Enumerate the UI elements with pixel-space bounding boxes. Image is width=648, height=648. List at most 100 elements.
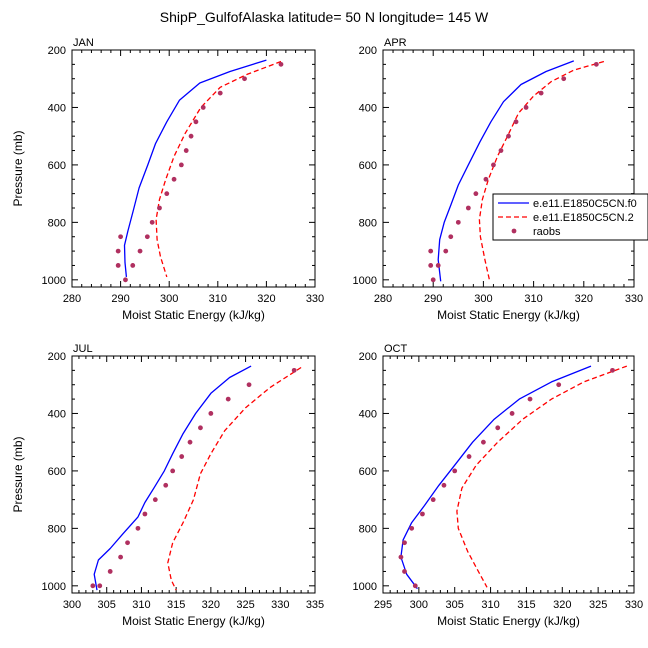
raobs-point [523,105,529,110]
raobs-point [441,482,447,488]
raobs-point [473,191,479,197]
y-tick-label: 600 [359,160,377,172]
x-tick-label: 305 [98,599,116,611]
y-tick-label: 1000 [353,581,377,593]
y-tick-label: 1000 [353,275,377,287]
raobs-point [483,176,489,182]
raobs-point [538,90,544,96]
raobs-point [115,248,121,254]
raobs-point [137,248,143,254]
panel-label: APR [384,37,407,49]
raobs-point [188,133,194,139]
raobs-point [430,277,436,283]
raobs-point [208,411,214,416]
raobs-point [466,454,472,459]
raobs-point [157,205,162,211]
y-tick-label: 1000 [42,275,66,287]
panel-jan: JAN 280 290 300 310 320 330 200 400 600 800 1000 Moi… [11,37,324,322]
panel-jul: JUL 300 305 310 315 320 325 330 335 200 400 600 800 1… [11,343,324,628]
raobs-point [402,540,407,546]
raobs-point [115,263,121,268]
raobs-series [90,367,297,589]
plot-frame [382,49,635,288]
raobs-point [491,162,496,168]
x-tick-label: 335 [306,599,324,611]
x-tick-label: 295 [374,599,392,611]
y-tick-label: 400 [48,102,66,114]
raobs-point [465,205,471,211]
raobs-point [130,263,136,268]
raobs-point [506,133,511,139]
x-tick-label: 300 [410,599,428,611]
x-tick-label: 310 [481,599,499,611]
plot-area [428,60,605,283]
raobs-point [97,583,103,589]
dashed-series-line [456,365,628,588]
x-tick-label: 320 [575,293,593,305]
panel-apr: APR 280 290 300 310 320 330 200 400 600 800 1000 Moi… [353,37,644,322]
y-tick-label: 400 [48,408,66,420]
raobs-point [144,234,150,240]
x-tick-label: 310 [524,293,542,305]
raobs-point [498,148,504,153]
panel-label: JAN [73,37,94,49]
x-tick-label: 305 [446,599,464,611]
x-tick-label: 280 [374,293,392,305]
raobs-point [527,396,533,402]
raobs-point [152,497,158,503]
raobs-series [115,61,284,283]
x-tick-label: 310 [209,293,227,305]
raobs-point [420,511,425,517]
x-axis-label: Moist Static Energy (kJ/kg) [437,614,580,628]
y-tick-label: 200 [48,45,66,57]
solid-series-line [123,59,267,277]
raobs-point [481,439,486,445]
x-axis-label: Moist Static Energy (kJ/kg) [122,308,265,322]
raobs-point [149,219,155,225]
plot-area [398,365,628,590]
raobs-point [170,468,176,474]
panel-oct: OCT 295 300 305 310 315 320 325 330 200 400 600 800 1… [353,343,644,628]
raobs-point [142,511,148,517]
x-axis-label: Moist Static Energy (kJ/kg) [122,614,265,628]
raobs-point [561,76,567,82]
raobs-point [200,105,206,110]
raobs-point [495,425,501,431]
raobs-point [398,554,404,560]
raobs-point [90,583,96,589]
raobs-point [428,263,434,268]
raobs-point [435,263,441,268]
legend: e.e11.E1850C5CN.f0 e.e11.E1850C5CN.2 raobs [492,193,648,241]
legend-marker-dot [511,228,517,234]
plot-area [90,365,302,591]
x-tick-label: 310 [132,599,150,611]
x-tick-label: 320 [202,599,220,611]
dashed-series-line [155,60,282,278]
x-tick-label: 315 [167,599,185,611]
y-tick-label: 800 [359,523,377,535]
y-axis-label: Pressure (mb) [11,130,25,206]
panels: JAN 280 290 300 310 320 330 200 400 600 800 1000 Moi… [11,37,643,628]
plot-frame [382,355,635,594]
dashed-series-line [478,60,605,280]
y-tick-label: 200 [359,351,377,363]
raobs-point [278,61,284,67]
legend-entry: e.e11.E1850C5CN.f0 [498,198,637,210]
y-tick-label: 200 [48,351,66,363]
raobs-point [187,439,193,445]
legend-label: raobs [533,226,561,238]
y-tick-label: 600 [48,160,66,172]
x-tick-label: 300 [474,293,492,305]
raobs-point [430,497,436,503]
raobs-series [398,367,615,589]
raobs-point [593,61,599,67]
raobs-point [163,482,169,488]
raobs-point [452,468,458,474]
y-tick-label: 400 [359,102,377,114]
panel-label: JUL [73,343,93,355]
y-tick-label: 600 [48,466,66,478]
raobs-point [178,162,184,168]
x-tick-label: 330 [625,293,643,305]
plot-frame [71,355,316,594]
main-title: ShipP_GulfofAlaska latitude= 50 N longit… [160,9,489,25]
